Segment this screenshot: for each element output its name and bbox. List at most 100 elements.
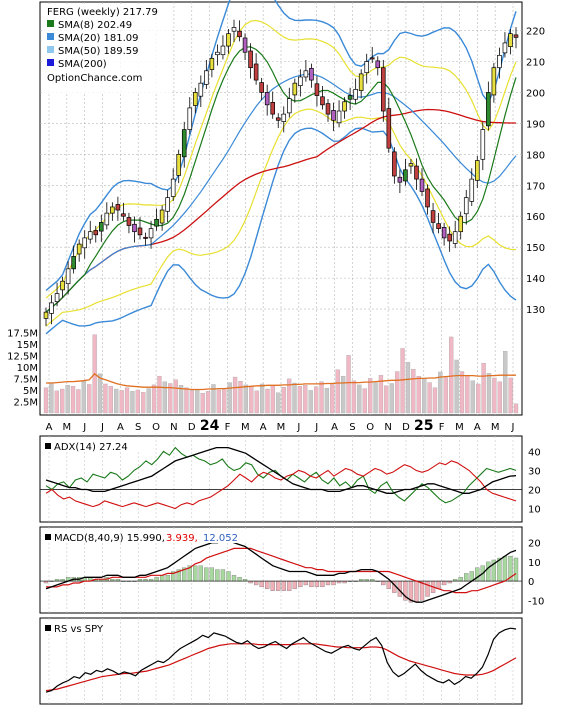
envelope-lower-line	[45, 108, 517, 327]
adx-y-tick-label: 30	[528, 466, 541, 477]
volume-bar	[60, 388, 65, 414]
x-tick-label: N	[170, 422, 177, 433]
volume-bar	[265, 388, 270, 414]
candle-body	[430, 210, 436, 223]
macd-histogram-bar	[314, 580, 320, 588]
macd-histogram-bar	[436, 580, 441, 589]
x-tick-label: S	[349, 422, 355, 433]
volume-bar	[335, 369, 340, 414]
macd-histogram-bar	[331, 580, 336, 586]
volume-bar	[324, 387, 330, 414]
candle-body	[248, 50, 253, 69]
volume-bar	[378, 375, 384, 414]
macd-histogram-bar	[502, 555, 508, 582]
price-y-tick-label: 130	[526, 305, 545, 316]
volume-bar	[114, 388, 119, 414]
candle-body	[264, 92, 270, 106]
candle-body	[187, 107, 193, 130]
x-tick-label: N	[384, 422, 391, 433]
legend-swatch-sma20	[47, 33, 54, 40]
volume-bar	[259, 383, 265, 414]
candle-body	[347, 95, 353, 100]
price-y-tick-label: 140	[526, 274, 545, 285]
volume-bar	[87, 384, 92, 414]
x-tick-label: 25	[414, 418, 433, 434]
candle-body	[292, 82, 298, 96]
candle-body	[480, 129, 486, 160]
candle-body	[452, 231, 458, 244]
x-tick-label: A	[117, 422, 124, 433]
candle-body	[287, 98, 292, 114]
macd-histogram-bar	[165, 575, 170, 582]
candle-body	[281, 113, 287, 122]
volume-y-tick-label: 17.5M	[7, 328, 38, 339]
volume-bar	[303, 385, 308, 414]
candle-body	[215, 51, 220, 56]
x-tick-label: J	[314, 422, 318, 433]
rs-series	[45, 627, 517, 693]
macd-y-tick-label: -10	[528, 596, 544, 607]
candle-body	[491, 67, 497, 96]
volume-bar	[119, 390, 124, 414]
macd-histogram-bar	[441, 580, 447, 586]
macd-histogram-bar	[414, 580, 419, 603]
candle-body	[353, 89, 358, 100]
candle-body	[408, 163, 414, 167]
candle-body	[259, 82, 264, 93]
volume-bar	[216, 389, 222, 414]
volume-bar	[281, 387, 286, 414]
x-tick-label: F	[225, 422, 231, 433]
x-tick-label: M	[63, 422, 72, 433]
volume-bar	[486, 373, 492, 414]
macd-histogram-bar	[513, 557, 519, 582]
rs-label: RS vs SPY	[54, 624, 104, 635]
volume-bar	[394, 371, 400, 414]
x-tick-label: A	[474, 422, 481, 433]
volume-bar	[443, 377, 448, 414]
candle-body	[497, 54, 502, 69]
price-y-tick-label: 190	[526, 119, 545, 130]
x-tick-label: M	[277, 422, 286, 433]
macd-signal-label: 3.939,	[166, 533, 198, 544]
volume-bar	[470, 380, 475, 414]
volume-bar	[151, 384, 157, 414]
macd-hist-label: 12.052	[203, 533, 238, 544]
adx-y-tick-label: 40	[528, 447, 541, 458]
volume-y-tick-label: 2.5M	[13, 397, 38, 408]
macd-histogram-bar	[265, 580, 270, 589]
candle-body	[54, 293, 60, 302]
volume-bar	[367, 378, 373, 414]
macd-histogram-bar	[425, 580, 430, 597]
volume-bar	[313, 386, 319, 414]
volume-bar	[227, 382, 232, 414]
price-y-tick-label: 210	[526, 58, 545, 69]
x-tick-label: J	[82, 422, 86, 433]
volume-bar	[308, 390, 313, 414]
candle-body	[110, 206, 115, 214]
x-tick-label: S	[135, 422, 141, 433]
volume-bar	[373, 382, 378, 414]
macd-histogram-bar	[287, 580, 292, 591]
candle-body	[275, 117, 281, 121]
candle-body	[220, 45, 226, 56]
candle-body	[298, 76, 303, 86]
volume-bar	[286, 378, 292, 414]
macd-label: MACD(8,40,9) 15.990,	[54, 533, 165, 544]
x-tick-label: A	[331, 422, 338, 433]
candle-body	[143, 236, 148, 239]
candle-body	[43, 311, 49, 319]
candle-body	[303, 70, 309, 78]
candle-body	[469, 178, 475, 202]
candle-body	[336, 110, 342, 124]
candle-body	[99, 222, 104, 232]
volume-bar	[76, 389, 81, 414]
volume-bar	[249, 386, 254, 414]
candle-body	[181, 129, 187, 158]
volume-bar	[346, 355, 351, 414]
volume-bar	[416, 375, 421, 414]
volume-bar	[189, 390, 195, 414]
volume-bar	[135, 389, 140, 414]
candle-body	[237, 30, 242, 38]
candle-body	[463, 197, 469, 215]
macd-histogram-bar	[159, 575, 165, 582]
